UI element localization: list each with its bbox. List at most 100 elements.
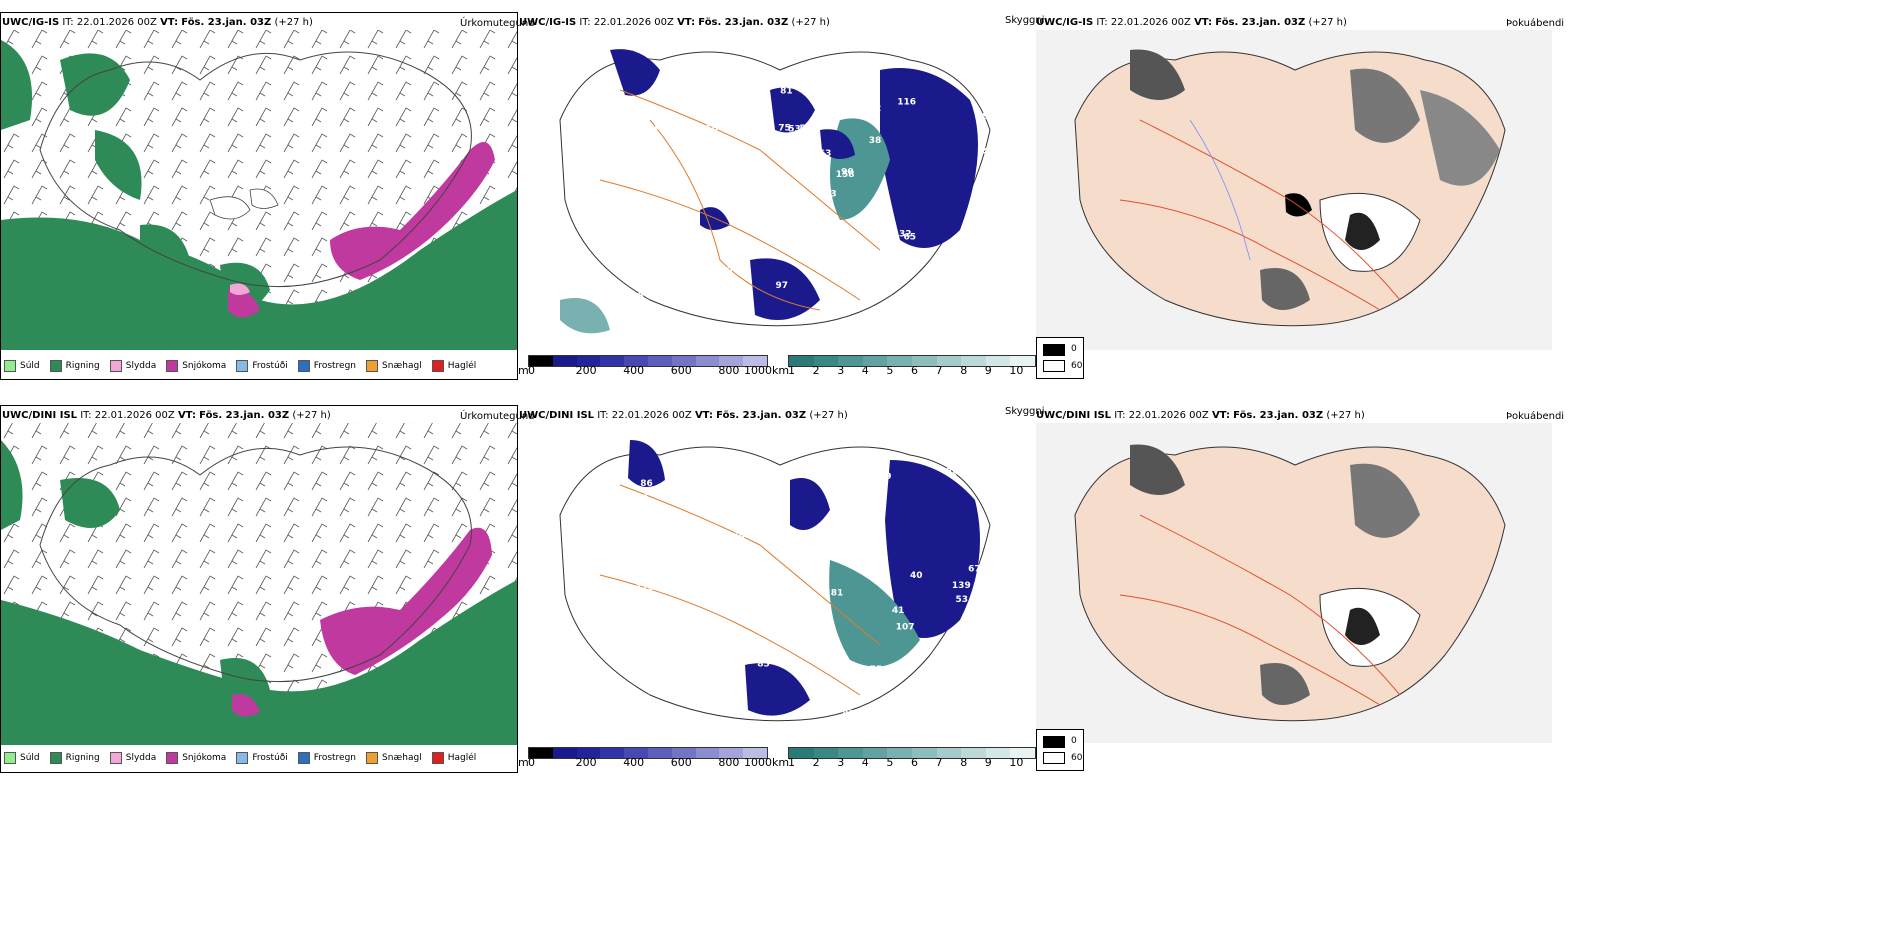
- colorbar-tick-label: 200: [575, 364, 597, 377]
- visibility-value-label: 12: [796, 209, 809, 219]
- legend-label: Snæhagl: [382, 753, 422, 763]
- colorbar-tick-label: 2: [812, 364, 820, 377]
- visibility-value-label: 53: [824, 190, 837, 200]
- colorbar-segment: [600, 748, 625, 758]
- colorbar-tick-label: 400: [623, 756, 645, 769]
- visibility-value-label: 43: [708, 262, 721, 272]
- colorbar-tick-label: 600: [670, 756, 692, 769]
- precip-legend-item: Snjókoma: [166, 360, 226, 372]
- header-fog-top: UWC/IG-IS IT: 22.01.2026 00Z VT: Fös. 23…: [1036, 17, 1347, 28]
- colorbar-tick-label: 6: [911, 364, 918, 377]
- colorbar-segment: [529, 748, 553, 758]
- visibility-value-label: 87: [695, 487, 708, 497]
- legend-label: Frostúði: [252, 361, 288, 371]
- colorbar-tick-label: 3: [837, 364, 845, 377]
- title-fog-top: Þokuábendi: [1506, 18, 1565, 29]
- visibility-value-label: 123: [822, 69, 841, 79]
- colorbar-tick-label: 9: [984, 756, 992, 769]
- visibility-value-label: 81: [831, 589, 844, 599]
- colorbar-segment: [862, 356, 888, 366]
- visibility-value-label: 50: [706, 125, 719, 135]
- title-visibility-top: Skyggni: [1005, 15, 1045, 26]
- visibility-value-label: 107: [896, 623, 915, 633]
- visibility-value-label: 52: [803, 617, 816, 627]
- visibility-value-label: 65: [904, 233, 917, 243]
- colorbar-tick-label: 1: [788, 364, 795, 377]
- colorbar-segment: [624, 748, 648, 758]
- colorbar-segment: [961, 748, 986, 758]
- visibility-value-label: 85: [967, 614, 980, 624]
- legend-label: Rigning: [65, 361, 100, 371]
- visibility-value-label: 61: [724, 591, 737, 601]
- colorbar-tick-label: 10: [1009, 364, 1024, 377]
- legend-swatch: [166, 360, 179, 372]
- colorbar-tick-label: 7: [935, 364, 943, 377]
- colorbar-segment: [552, 356, 577, 366]
- colorbar-tick-label: 4: [861, 756, 869, 769]
- legend-swatch: [109, 360, 122, 372]
- colorbar-tick-label: 6: [911, 756, 918, 769]
- legend-swatch: [4, 360, 16, 372]
- precip-legend-item: Frostúði: [236, 752, 288, 764]
- colorbar-segment: [862, 748, 888, 758]
- visibility-value-label: 90: [841, 167, 854, 177]
- visibility-value-label: 123: [636, 583, 655, 593]
- colorbar-segment: [838, 356, 863, 366]
- vis-m-colorbar-bottom: [528, 747, 768, 759]
- colorbar-segment: [789, 356, 814, 366]
- colorbar-segment: [813, 748, 839, 758]
- colorbar-tick-label: 4: [861, 364, 869, 377]
- visibility-value-label: 81: [780, 86, 793, 96]
- visibility-value-label: 116: [897, 97, 916, 107]
- title-fog-bottom: Þokuábendi: [1506, 411, 1565, 422]
- visibility-value-label: 40: [910, 571, 923, 581]
- visibility-value-label: 52: [780, 177, 793, 187]
- legend-label: Rigning: [65, 753, 100, 763]
- colorbar-segment: [789, 748, 814, 758]
- visibility-value-label: 53: [955, 595, 968, 605]
- precip-legend-item: Haglél: [431, 752, 476, 764]
- visibility-labels-bottom: 41 53 124 66 61 61 71 79 49 88 47 123 86 42 85 67 52 81 74…: [635, 458, 1002, 720]
- visibility-value-label: 44: [982, 147, 995, 157]
- colorbar-segment: [936, 356, 962, 366]
- visibility-value-label: 71: [640, 648, 653, 658]
- visibility-value-label: 51: [799, 124, 812, 134]
- colorbar-segment: [887, 748, 912, 758]
- legend-swatch: [431, 360, 444, 372]
- precip-map-top: [1, 30, 517, 350]
- colorbar-tick-label: 2: [812, 756, 820, 769]
- visibility-value-label: 82: [989, 458, 1002, 468]
- visibility-value-label: 66: [701, 469, 714, 479]
- visibility-value-label: 75: [870, 665, 883, 675]
- precip-legend-item: Súld: [4, 360, 40, 372]
- precip-legend-item: Snjókoma: [166, 752, 226, 764]
- header-visibility-top: UWC/IG-IS IT: 22.01.2026 00Z VT: Fös. 23…: [519, 17, 830, 28]
- visibility-value-label: 46: [734, 557, 747, 567]
- visibility-value-label: 74: [668, 319, 681, 329]
- colorbar-segment: [1010, 356, 1035, 366]
- precip-legend-item: Rigning: [49, 360, 100, 372]
- legend-swatch: [366, 360, 379, 372]
- visibility-value-label: 106: [632, 304, 651, 314]
- colorbar-segment: [600, 356, 625, 366]
- fog-map-bottom: [1036, 423, 1552, 743]
- colorbar-segment: [936, 748, 962, 758]
- visibility-value-label: 166: [643, 592, 662, 602]
- legend-swatch: [166, 752, 179, 764]
- colorbar-segment: [985, 356, 1011, 366]
- visibility-value-label: 46: [863, 459, 876, 469]
- visibility-value-label: 88: [631, 292, 644, 302]
- legend-swatch: [236, 752, 249, 764]
- legend-label: Slydda: [125, 361, 157, 371]
- fog-legend-swatch-60: [1043, 752, 1065, 764]
- colorbar-segment: [719, 356, 744, 366]
- legend-swatch: [49, 360, 62, 372]
- visibility-value-label: 119: [768, 206, 787, 216]
- visibility-labels-top: 12 63 10 88 158 160 60 51 52 53 73 113 70 87 119 38 74 75…: [619, 69, 995, 329]
- header-fog-bottom: UWC/DINI ISL IT: 22.01.2026 00Z VT: Fös.…: [1036, 410, 1365, 421]
- colorbar-segment: [576, 356, 601, 366]
- precip-legend-item: Snæhagl: [366, 752, 422, 764]
- colorbar-segment: [695, 748, 720, 758]
- legend-label: Frostúði: [252, 753, 288, 763]
- visibility-value-label: 70: [648, 178, 661, 188]
